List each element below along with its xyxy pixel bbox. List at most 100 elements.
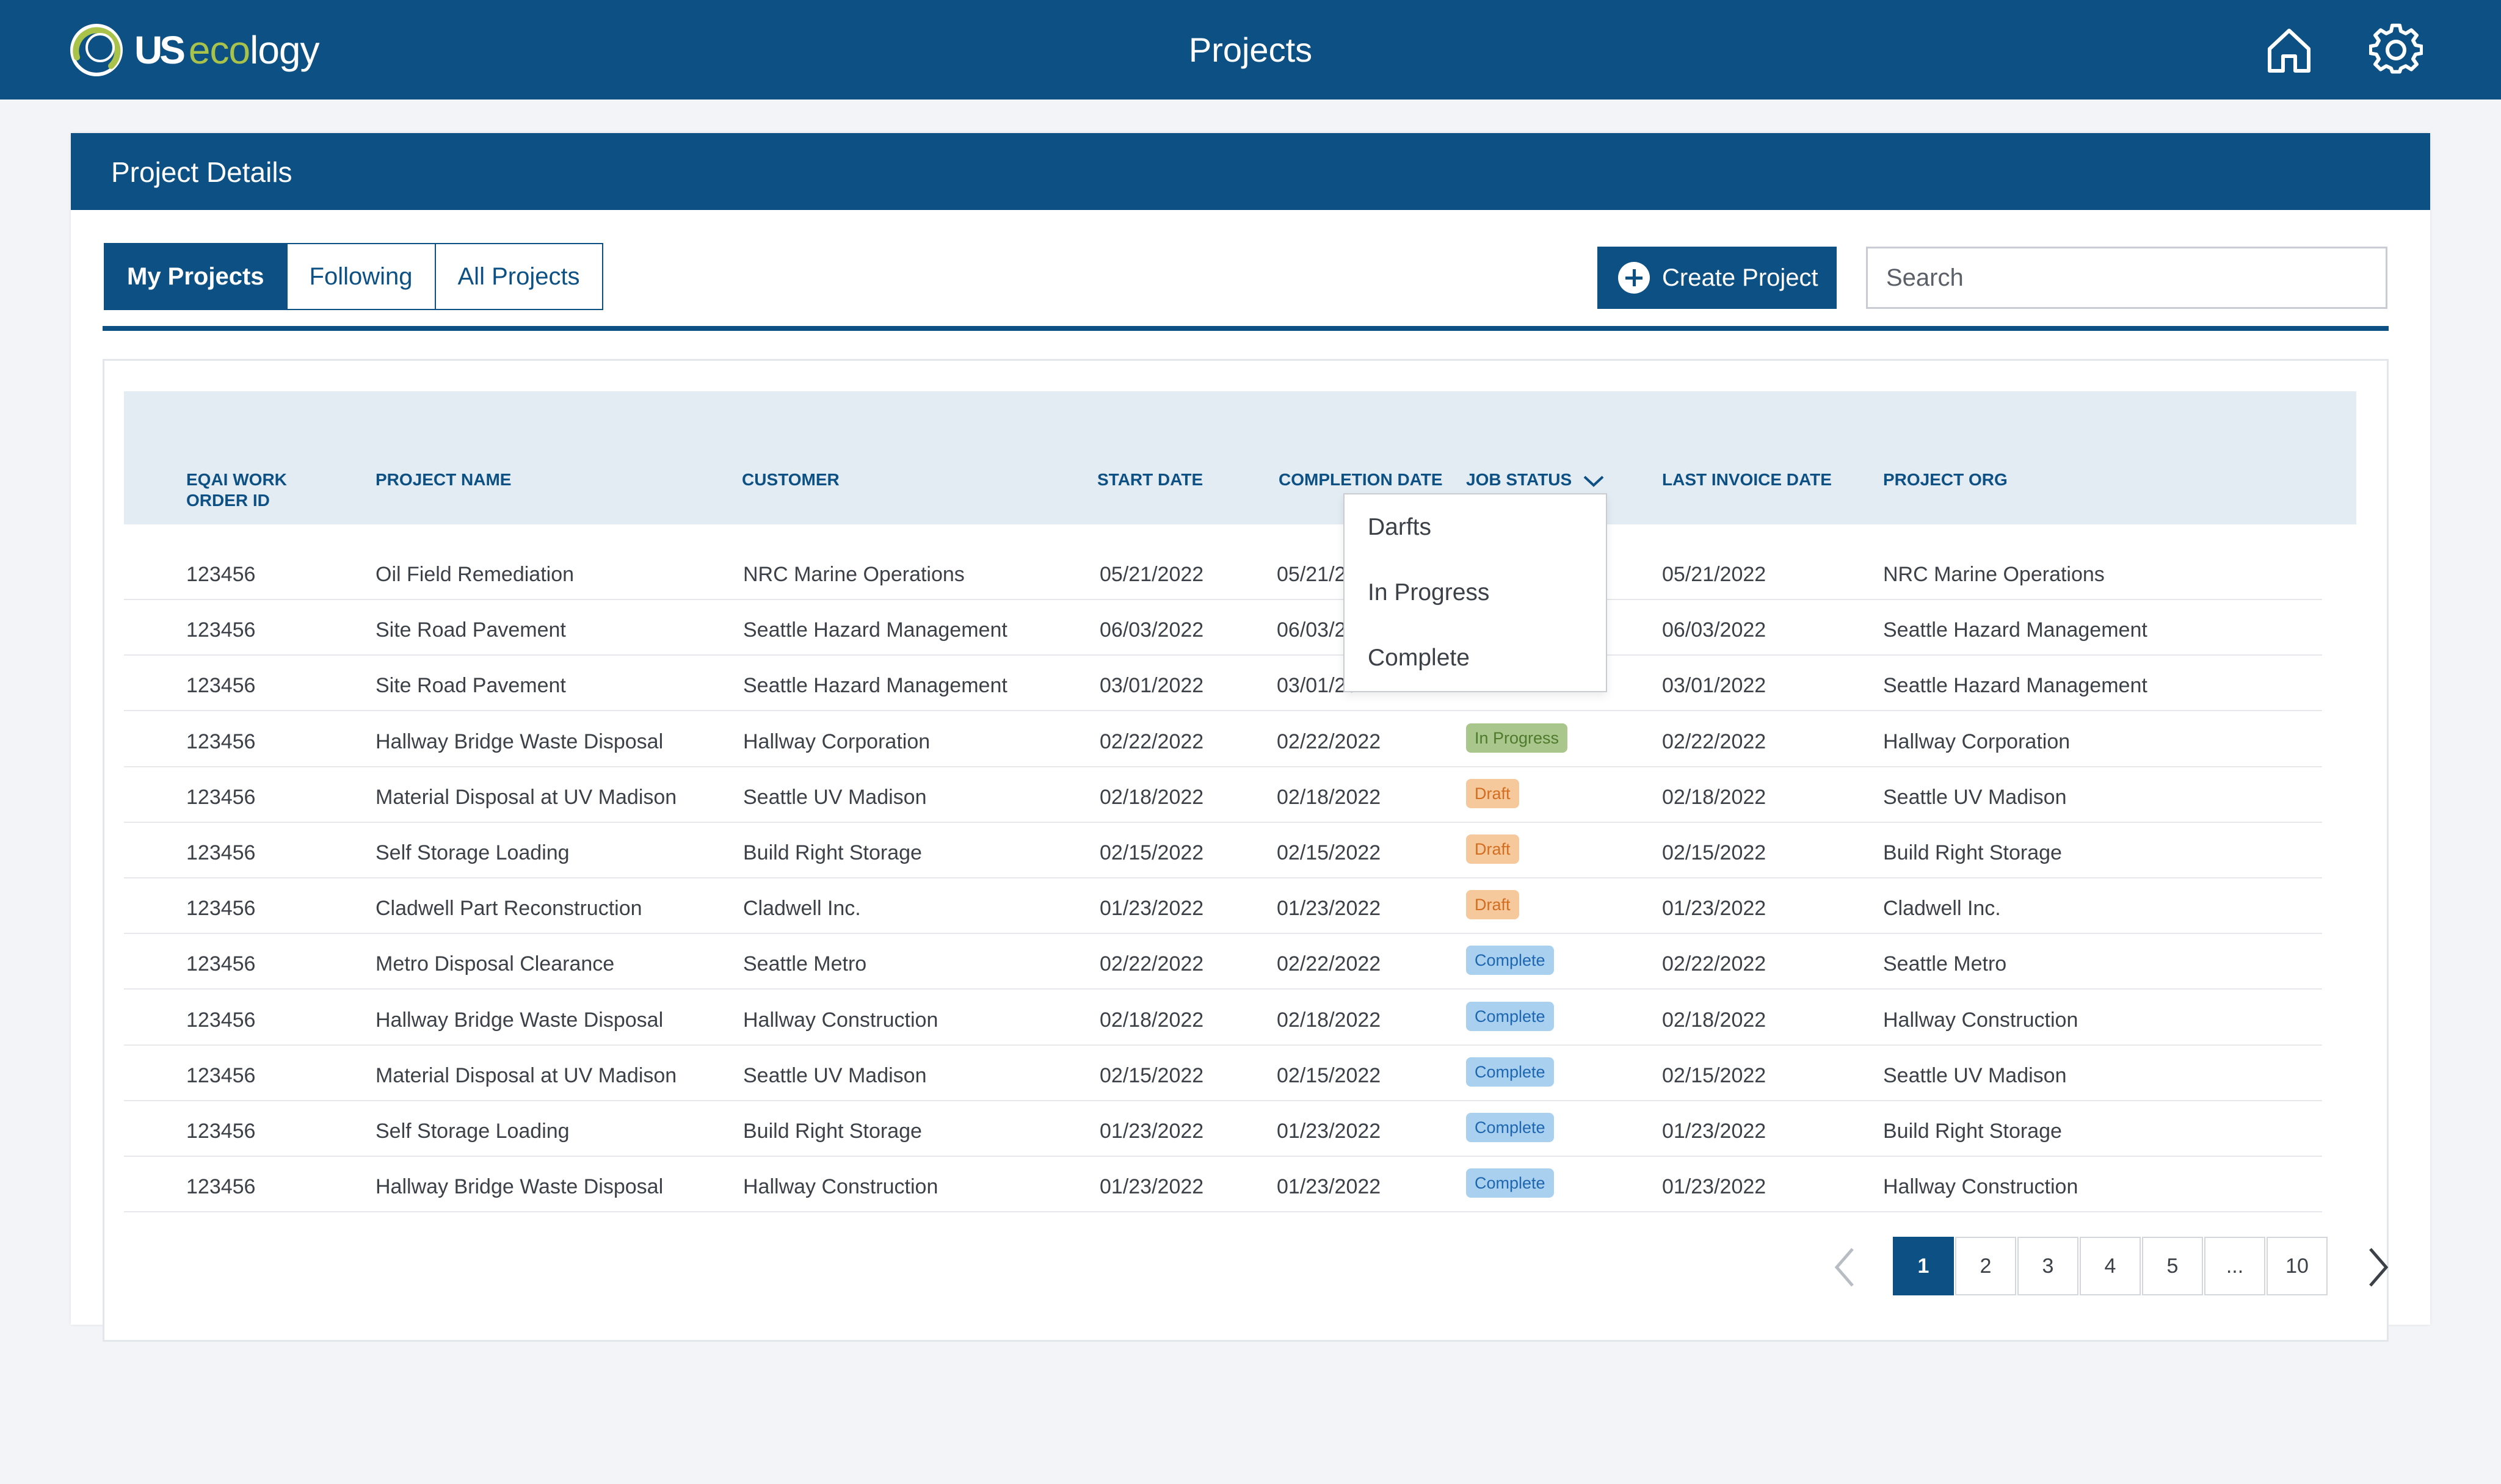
pagination: 1 2 3 4 5 ... 10 (1893, 1237, 2332, 1295)
table-row[interactable]: 123456 Hallway Bridge Waste Disposal Hallw… (124, 990, 2322, 1046)
table-header-row: EQAI WORK ORDER ID PROJECT NAME CUSTOMER… (124, 391, 2356, 524)
cell-project-name: Site Road Pavement (376, 618, 566, 642)
col-header-project-org[interactable]: PROJECT ORG (1883, 470, 2008, 489)
table-row[interactable]: 123456 Oil Field Remediation NRC Marine Op… (124, 544, 2322, 600)
col-header-customer[interactable]: CUSTOMER (742, 470, 840, 489)
cell-start-date: 06/03/2022 (1100, 618, 1204, 642)
status-option-in-progress[interactable]: In Progress (1368, 579, 1490, 606)
cell-last-invoice-date: 02/18/2022 (1662, 785, 1766, 809)
table-row[interactable]: 123456 Site Road Pavement Seattle Hazard M… (124, 655, 2322, 712)
cell-project-name: Material Disposal at UV Madison (376, 785, 677, 809)
table-row[interactable]: 123456 Material Disposal at UV Madison Sea… (124, 767, 2322, 823)
gear-icon[interactable] (2369, 23, 2423, 77)
cell-project-org: Cladwell Inc. (1883, 897, 2001, 921)
cell-completion-date: 02/15/2022 (1277, 841, 1381, 864)
table-row[interactable]: 123456 Metro Disposal Clearance Seattle Me… (124, 933, 2322, 990)
cell-last-invoice-date: 02/15/2022 (1662, 841, 1766, 864)
chevron-left-icon[interactable] (1828, 1244, 1865, 1290)
cell-work-order-id: 123456 (186, 841, 256, 864)
cell-last-invoice-date: 02/18/2022 (1662, 1008, 1766, 1032)
tab-all-projects[interactable]: All Projects (434, 243, 603, 310)
chevron-right-icon[interactable] (2358, 1244, 2395, 1290)
cell-customer: Seattle UV Madison (743, 1063, 927, 1087)
col-header-work-order-id[interactable]: EQAI WORK ORDER ID (186, 470, 287, 510)
cell-customer: Seattle Hazard Management (743, 674, 1007, 698)
page-10-button[interactable]: 10 (2267, 1237, 2328, 1295)
status-badge: In Progress (1466, 723, 1568, 753)
status-badge: Complete (1466, 1001, 1554, 1031)
status-option-drafts[interactable]: Darfts (1368, 514, 1432, 540)
page-4-button[interactable]: 4 (2080, 1237, 2141, 1295)
card-header: Project Details (71, 133, 2430, 210)
col-header-last-invoice-date[interactable]: LAST INVOICE DATE (1662, 470, 1832, 489)
project-details-card: Project Details My Projects Following Al… (71, 133, 2430, 1342)
projects-table: EQAI WORK ORDER ID PROJECT NAME CUSTOMER… (103, 359, 2389, 1342)
logo-ring-icon (70, 24, 123, 76)
table-row[interactable]: 123456 Cladwell Part Reconstruction Cladwe… (124, 878, 2322, 935)
tab-my-projects[interactable]: My Projects (104, 243, 288, 310)
cell-last-invoice-date: 02/15/2022 (1662, 1063, 1766, 1087)
plus-circle-icon (1618, 262, 1650, 294)
status-badge: Complete (1466, 1113, 1554, 1142)
cell-completion-date: 01/23/2022 (1277, 1175, 1381, 1199)
cell-last-invoice-date: 03/01/2022 (1662, 674, 1766, 698)
status-badge: Complete (1466, 1168, 1554, 1198)
status-badge: Draft (1466, 778, 1519, 808)
cell-project-name: Oil Field Remediation (376, 563, 575, 586)
logo-eco: eco (188, 28, 250, 72)
col-header-project-name[interactable]: PROJECT NAME (376, 470, 512, 489)
cell-completion-date: 02/22/2022 (1277, 729, 1381, 753)
cell-work-order-id: 123456 (186, 897, 256, 921)
home-icon[interactable] (2262, 23, 2316, 77)
cell-work-order-id: 123456 (186, 1120, 256, 1143)
table-row[interactable]: 123456 Hallway Bridge Waste Disposal Hallw… (124, 711, 2322, 767)
cell-project-name: Cladwell Part Reconstruction (376, 897, 642, 921)
cell-start-date: 03/01/2022 (1100, 674, 1204, 698)
search-input[interactable] (1866, 247, 2387, 309)
col-header-start-date[interactable]: START DATE (1097, 470, 1203, 489)
page-3-button[interactable]: 3 (2017, 1237, 2078, 1295)
page-5-button[interactable]: 5 (2142, 1237, 2203, 1295)
job-status-label: JOB STATUS (1466, 470, 1572, 489)
cell-project-org: Hallway Construction (1883, 1175, 2078, 1199)
cell-completion-date: 02/18/2022 (1277, 1008, 1381, 1032)
cell-start-date: 02/22/2022 (1100, 729, 1204, 753)
cell-project-name: Hallway Bridge Waste Disposal (376, 729, 664, 753)
cell-project-org: Seattle UV Madison (1883, 785, 2067, 809)
cell-last-invoice-date: 06/03/2022 (1662, 618, 1766, 642)
col-header-job-status[interactable]: JOB STATUS (1466, 469, 1605, 490)
tab-following[interactable]: Following (286, 243, 436, 310)
logo-wordmark: US ecology (134, 28, 320, 72)
table-row[interactable]: 123456 Self Storage Loading Build Right St… (124, 822, 2322, 878)
card-title: Project Details (111, 156, 292, 188)
page-2-button[interactable]: 2 (1955, 1237, 2016, 1295)
cell-customer: Seattle UV Madison (743, 785, 927, 809)
table-row[interactable]: 123456 Self Storage Loading Build Right St… (124, 1101, 2322, 1157)
page-1-button[interactable]: 1 (1893, 1237, 1954, 1295)
cell-completion-date: 01/23/2022 (1277, 1120, 1381, 1143)
job-status-dropdown: Darfts In Progress Complete (1343, 493, 1607, 692)
create-project-button[interactable]: Create Project (1597, 247, 1837, 309)
cell-start-date: 02/15/2022 (1100, 1063, 1204, 1087)
cell-start-date: 05/21/2022 (1100, 563, 1204, 586)
cell-project-name: Self Storage Loading (376, 841, 570, 864)
cell-work-order-id: 123456 (186, 563, 256, 586)
us-ecology-logo[interactable]: US ecology (68, 22, 325, 78)
cell-completion-date: 01/23/2022 (1277, 897, 1381, 921)
status-option-complete[interactable]: Complete (1368, 645, 1470, 671)
cell-start-date: 02/18/2022 (1100, 785, 1204, 809)
table-row[interactable]: 123456 Site Road Pavement Seattle Hazard M… (124, 599, 2322, 656)
cell-last-invoice-date: 01/23/2022 (1662, 1120, 1766, 1143)
table-row[interactable]: 123456 Material Disposal at UV Madison Sea… (124, 1045, 2322, 1101)
top-bar: US ecology Projects (0, 0, 2501, 100)
cell-completion-date: 02/22/2022 (1277, 952, 1381, 976)
cell-work-order-id: 123456 (186, 785, 256, 809)
col-header-completion-date[interactable]: COMPLETION DATE (1279, 470, 1443, 489)
cell-project-name: Metro Disposal Clearance (376, 952, 615, 976)
project-tabs: My Projects Following All Projects (104, 243, 603, 310)
status-badge: Draft (1466, 890, 1519, 920)
page-ellipsis[interactable]: ... (2204, 1237, 2265, 1295)
cell-work-order-id: 123456 (186, 618, 256, 642)
cell-project-org: Seattle Hazard Management (1883, 618, 2147, 642)
table-row[interactable]: 123456 Hallway Bridge Waste Disposal Hallw… (124, 1156, 2322, 1213)
